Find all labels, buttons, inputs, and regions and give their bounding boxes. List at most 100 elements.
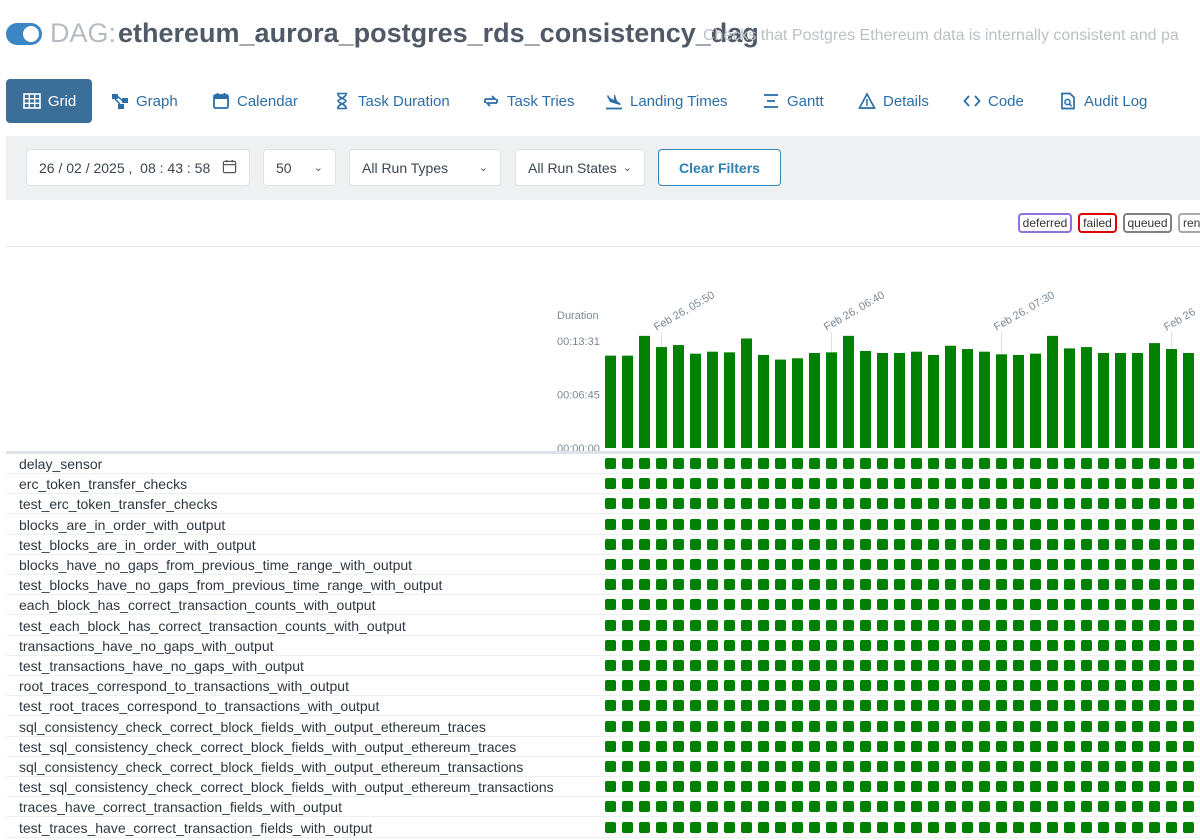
task-instance-success[interactable] xyxy=(1064,639,1075,651)
task-instance-success[interactable] xyxy=(1166,639,1177,651)
task-instance-success[interactable] xyxy=(656,498,667,510)
task-instance-success[interactable] xyxy=(605,498,616,510)
task-instance-success[interactable] xyxy=(1166,761,1177,772)
task-instance-success[interactable] xyxy=(809,801,820,813)
task-instance-success[interactable] xyxy=(1030,781,1041,793)
task-instance-success[interactable] xyxy=(1132,498,1143,510)
task-instance-success[interactable] xyxy=(1149,639,1160,651)
task-instance-success[interactable] xyxy=(656,801,667,813)
task-instance-success[interactable] xyxy=(843,518,854,530)
task-instance-success[interactable] xyxy=(622,700,633,712)
run-states-select[interactable]: All Run States ⌄ xyxy=(515,149,645,186)
legend-chip-running[interactable]: ren xyxy=(1178,213,1200,233)
task-instance-success[interactable] xyxy=(1081,599,1092,611)
task-instance-success[interactable] xyxy=(724,619,735,631)
task-instance-success[interactable] xyxy=(996,579,1007,591)
task-instance-success[interactable] xyxy=(1098,458,1109,469)
task-instance-success[interactable] xyxy=(758,518,769,530)
task-instance-success[interactable] xyxy=(1183,680,1194,692)
task-instance-success[interactable] xyxy=(1047,458,1058,469)
task-instance-success[interactable] xyxy=(843,740,854,752)
task-instance-success[interactable] xyxy=(1115,498,1126,510)
base-date-input[interactable]: 26 / 02 / 2025 , 08 : 43 : 58 xyxy=(26,149,250,186)
task-instance-success[interactable] xyxy=(1047,821,1058,833)
task-instance-success[interactable] xyxy=(1047,660,1058,671)
task-instance-success[interactable] xyxy=(656,821,667,833)
task-instance-success[interactable] xyxy=(877,761,888,772)
task-instance-success[interactable] xyxy=(1149,821,1160,833)
task-instance-success[interactable] xyxy=(1064,458,1075,469)
task-instance-success[interactable] xyxy=(1166,538,1177,550)
task-instance-success[interactable] xyxy=(1166,680,1177,692)
task-instance-success[interactable] xyxy=(894,761,905,772)
task-instance-success[interactable] xyxy=(1115,518,1126,530)
task-instance-success[interactable] xyxy=(605,821,616,833)
task-instance-success[interactable] xyxy=(605,599,616,611)
task-instance-success[interactable] xyxy=(894,619,905,631)
task-instance-success[interactable] xyxy=(894,700,905,712)
task-instance-success[interactable] xyxy=(673,619,684,631)
task-row[interactable]: each_block_has_correct_transaction_count… xyxy=(6,595,1200,616)
task-instance-success[interactable] xyxy=(724,680,735,692)
task-instance-success[interactable] xyxy=(707,801,718,813)
task-instance-success[interactable] xyxy=(928,518,939,530)
task-row[interactable]: traces_have_correct_transaction_fields_w… xyxy=(6,797,1200,818)
task-instance-success[interactable] xyxy=(1030,579,1041,591)
task-instance-success[interactable] xyxy=(1149,538,1160,550)
task-instance-success[interactable] xyxy=(877,579,888,591)
task-instance-success[interactable] xyxy=(690,599,701,611)
task-instance-success[interactable] xyxy=(826,498,837,510)
task-instance-success[interactable] xyxy=(775,720,786,732)
task-instance-success[interactable] xyxy=(1166,700,1177,712)
task-instance-success[interactable] xyxy=(1183,458,1194,469)
task-instance-success[interactable] xyxy=(1064,781,1075,793)
task-instance-success[interactable] xyxy=(911,599,922,611)
task-instance-success[interactable] xyxy=(1047,599,1058,611)
task-instance-success[interactable] xyxy=(792,639,803,651)
task-instance-success[interactable] xyxy=(843,458,854,469)
task-instance-success[interactable] xyxy=(894,801,905,813)
task-instance-success[interactable] xyxy=(1183,700,1194,712)
task-instance-success[interactable] xyxy=(1166,458,1177,469)
task-instance-success[interactable] xyxy=(1047,720,1058,732)
task-name[interactable]: test_each_block_has_correct_transaction_… xyxy=(19,617,406,634)
task-instance-success[interactable] xyxy=(605,619,616,631)
task-instance-success[interactable] xyxy=(928,801,939,813)
task-instance-success[interactable] xyxy=(622,458,633,469)
task-instance-success[interactable] xyxy=(1132,478,1143,490)
task-instance-success[interactable] xyxy=(1098,478,1109,490)
task-instance-success[interactable] xyxy=(1013,720,1024,732)
task-name[interactable]: sql_consistency_check_correct_block_fiel… xyxy=(19,759,524,775)
task-instance-success[interactable] xyxy=(792,660,803,671)
task-instance-success[interactable] xyxy=(894,660,905,671)
task-instance-success[interactable] xyxy=(673,498,684,510)
task-instance-success[interactable] xyxy=(945,518,956,530)
task-instance-success[interactable] xyxy=(1132,740,1143,752)
task-instance-success[interactable] xyxy=(979,720,990,732)
task-instance-success[interactable] xyxy=(758,559,769,570)
task-instance-success[interactable] xyxy=(1149,518,1160,530)
task-instance-success[interactable] xyxy=(724,458,735,469)
task-instance-success[interactable] xyxy=(673,720,684,732)
task-instance-success[interactable] xyxy=(962,619,973,631)
task-instance-success[interactable] xyxy=(979,761,990,772)
task-instance-success[interactable] xyxy=(843,700,854,712)
task-instance-success[interactable] xyxy=(1081,781,1092,793)
task-instance-success[interactable] xyxy=(1149,458,1160,469)
task-instance-success[interactable] xyxy=(996,781,1007,793)
task-instance-success[interactable] xyxy=(1064,599,1075,611)
task-instance-success[interactable] xyxy=(758,700,769,712)
task-instance-success[interactable] xyxy=(1030,458,1041,469)
task-instance-success[interactable] xyxy=(809,680,820,692)
task-instance-success[interactable] xyxy=(826,478,837,490)
task-instance-success[interactable] xyxy=(1030,518,1041,530)
task-instance-success[interactable] xyxy=(809,700,820,712)
task-instance-success[interactable] xyxy=(1013,801,1024,813)
task-instance-success[interactable] xyxy=(877,478,888,490)
task-instance-success[interactable] xyxy=(792,720,803,732)
task-row[interactable]: test_transactions_have_no_gaps_with_outp… xyxy=(6,656,1200,676)
task-instance-success[interactable] xyxy=(758,599,769,611)
task-instance-success[interactable] xyxy=(673,761,684,772)
task-row[interactable]: test_sql_consistency_check_correct_block… xyxy=(6,737,1200,757)
task-instance-success[interactable] xyxy=(996,559,1007,570)
